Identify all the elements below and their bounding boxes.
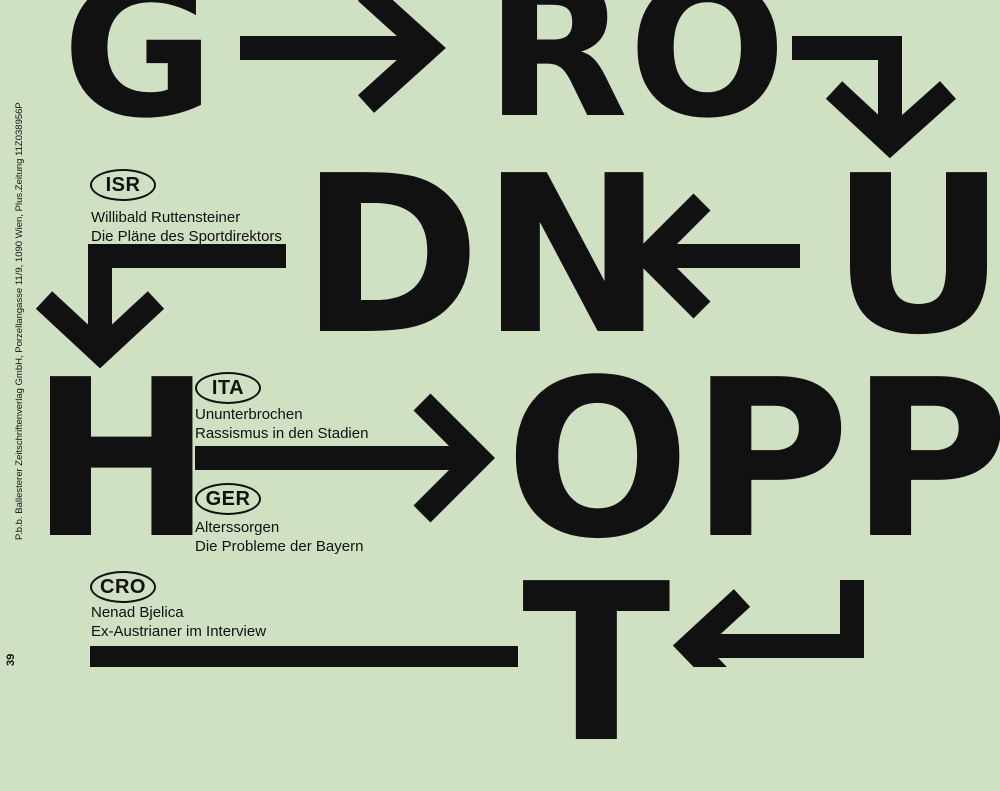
letter-g: G <box>62 0 215 159</box>
story-title: Nenad Bjelica <box>91 604 184 621</box>
story-subtitle: Die Probleme der Bayern <box>195 538 364 555</box>
arrow-down-corner-icon <box>792 36 957 159</box>
story-isr[interactable]: Willibald Ruttensteiner Die Pläne des Sp… <box>91 208 282 246</box>
arrow-right-icon <box>240 0 446 113</box>
arrow-down-left-corner-icon <box>35 244 286 369</box>
story-title: Ununterbrochen <box>195 406 303 423</box>
story-subtitle: Die Pläne des Sportdirektors <box>91 228 282 245</box>
country-badge-cro: CRO <box>90 571 156 603</box>
story-ger[interactable]: Alterssorgen Die Probleme der Bayern <box>195 518 363 556</box>
arrow-up-corner-icon <box>672 580 864 667</box>
bottom-bar <box>90 646 518 667</box>
story-cro[interactable]: Nenad Bjelica Ex-Austrianer im Interview <box>91 603 266 641</box>
country-badge-isr: ISR <box>90 169 156 201</box>
arrows-layer <box>35 0 957 667</box>
country-badge-ger: GER <box>195 483 261 515</box>
arrow-left-icon <box>631 193 800 319</box>
story-ita[interactable]: Ununterbrochen Rassismus in den Stadien <box>195 405 368 443</box>
letter-u: U <box>830 130 1000 383</box>
letter-h: H <box>30 334 213 587</box>
letters-opp: OPP <box>505 334 1000 587</box>
story-title: Alterssorgen <box>195 519 280 536</box>
story-subtitle: Ex-Austrianer im Interview <box>91 623 267 640</box>
story-title: Willibald Ruttensteiner <box>91 209 241 226</box>
story-subtitle: Rassismus in den Stadien <box>195 425 369 442</box>
letters-ro: RO <box>485 0 787 159</box>
country-badge-ita: ITA <box>195 372 261 404</box>
arrow-right-icon <box>195 393 495 523</box>
letters-dn: DN <box>300 130 664 383</box>
